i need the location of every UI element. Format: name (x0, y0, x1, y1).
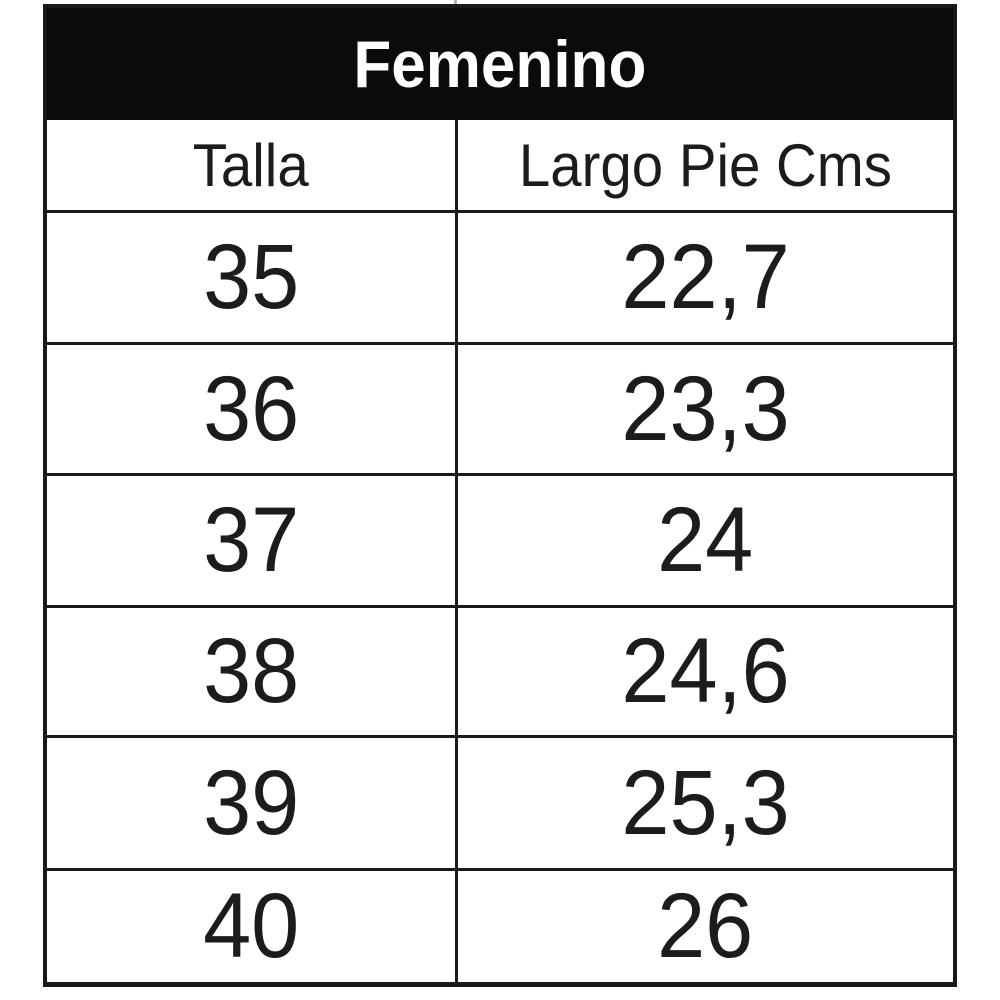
largo-value: 22,7 (621, 226, 790, 328)
table-title: Femenino (353, 27, 647, 101)
talla-cell: 39 (47, 738, 458, 868)
table-row: 39 25,3 (47, 735, 953, 868)
talla-cell: 40 (47, 871, 458, 982)
largo-value: 23,3 (621, 357, 790, 460)
talla-cell: 36 (47, 345, 458, 473)
table-header-row: Talla Largo Pie Cms (47, 120, 953, 210)
talla-value: 36 (202, 357, 300, 460)
column-header-largo-pie-cms: Largo Pie Cms (458, 120, 953, 210)
column-header-talla-label: Talla (192, 131, 310, 199)
size-chart-table: Femenino Talla Largo Pie Cms 35 22,7 36 … (43, 4, 957, 987)
talla-value: 39 (202, 751, 300, 854)
largo-cell: 26 (458, 871, 953, 982)
talla-cell: 35 (47, 213, 458, 342)
talla-cell: 38 (47, 608, 458, 735)
table-row: 36 23,3 (47, 342, 953, 473)
table-row: 35 22,7 (47, 210, 953, 342)
column-header-largo-pie-cms-label: Largo Pie Cms (518, 131, 893, 199)
largo-value: 25,3 (621, 751, 790, 854)
largo-cell: 22,7 (458, 213, 953, 342)
column-header-talla: Talla (47, 120, 458, 210)
table-row: 38 24,6 (47, 605, 953, 735)
largo-value: 24 (657, 489, 754, 591)
largo-cell: 24 (458, 476, 953, 605)
talla-value: 35 (202, 226, 300, 328)
table-title-bar: Femenino (47, 8, 953, 120)
talla-value: 37 (202, 489, 300, 591)
talla-cell: 37 (47, 476, 458, 605)
largo-cell: 23,3 (458, 345, 953, 473)
talla-value: 38 (202, 620, 300, 722)
table-row: 40 26 (47, 868, 953, 982)
table-row: 37 24 (47, 473, 953, 605)
largo-cell: 25,3 (458, 738, 953, 868)
largo-value: 24,6 (621, 620, 790, 722)
column-divider-stub (454, 0, 457, 4)
largo-cell: 24,6 (458, 608, 953, 735)
largo-value: 26 (657, 875, 754, 977)
talla-value: 40 (202, 875, 300, 977)
